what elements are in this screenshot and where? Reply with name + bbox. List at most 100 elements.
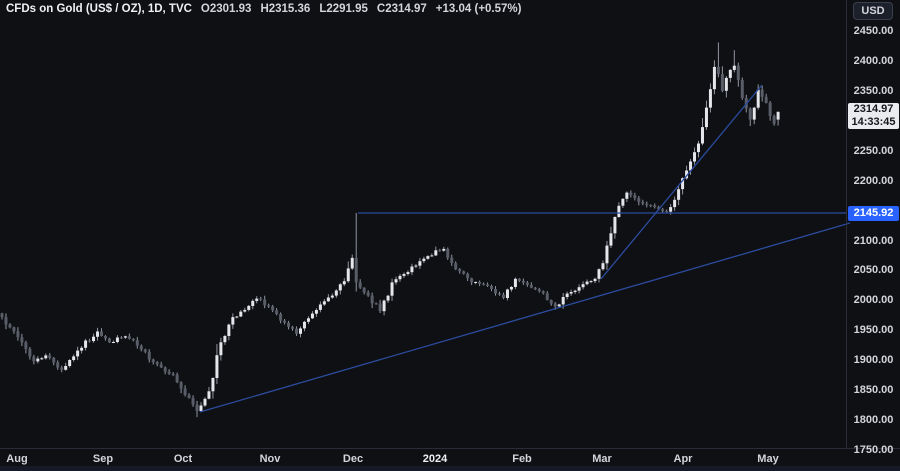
- candle[interactable]: [577, 287, 581, 291]
- candle[interactable]: [48, 355, 52, 358]
- candle[interactable]: [541, 291, 545, 294]
- candle[interactable]: [235, 316, 239, 318]
- candle[interactable]: [625, 192, 629, 199]
- candle[interactable]: [131, 338, 135, 341]
- candle[interactable]: [740, 80, 744, 98]
- candle[interactable]: [139, 345, 143, 350]
- candle[interactable]: [410, 266, 414, 273]
- candle[interactable]: [585, 281, 589, 285]
- candle[interactable]: [529, 284, 533, 288]
- candle[interactable]: [458, 269, 462, 272]
- candle[interactable]: [223, 336, 227, 343]
- candle[interactable]: [434, 250, 438, 256]
- candle[interactable]: [183, 388, 187, 395]
- candle[interactable]: [147, 351, 151, 360]
- candle[interactable]: [525, 282, 529, 285]
- candle[interactable]: [462, 271, 466, 274]
- candle[interactable]: [195, 404, 199, 412]
- candle[interactable]: [494, 289, 498, 294]
- candle[interactable]: [84, 340, 88, 348]
- candle[interactable]: [768, 102, 772, 116]
- candle[interactable]: [776, 111, 780, 120]
- candle[interactable]: [557, 304, 561, 307]
- candle[interactable]: [358, 282, 362, 288]
- candle[interactable]: [0, 313, 4, 318]
- candle[interactable]: [474, 282, 478, 283]
- candle[interactable]: [394, 279, 398, 283]
- candle[interactable]: [72, 356, 76, 360]
- candle[interactable]: [736, 65, 740, 80]
- candle[interactable]: [127, 336, 131, 339]
- candle[interactable]: [478, 282, 482, 284]
- candle[interactable]: [617, 205, 621, 217]
- candle[interactable]: [283, 320, 287, 323]
- candle[interactable]: [406, 272, 410, 274]
- candle[interactable]: [374, 303, 378, 305]
- candle[interactable]: [649, 205, 653, 207]
- candle[interactable]: [446, 248, 450, 258]
- candle[interactable]: [772, 116, 776, 124]
- candle[interactable]: [135, 340, 139, 346]
- candle[interactable]: [159, 364, 163, 368]
- candle[interactable]: [354, 257, 358, 283]
- candle[interactable]: [533, 287, 537, 290]
- candle[interactable]: [697, 143, 700, 153]
- candle[interactable]: [501, 294, 505, 298]
- candle[interactable]: [44, 355, 48, 359]
- candle[interactable]: [56, 362, 60, 368]
- candle[interactable]: [251, 300, 255, 306]
- candle[interactable]: [107, 338, 111, 343]
- candle[interactable]: [151, 359, 155, 363]
- candle[interactable]: [306, 318, 310, 322]
- candle[interactable]: [545, 293, 549, 300]
- candle[interactable]: [454, 263, 458, 270]
- candle[interactable]: [115, 337, 119, 343]
- candle[interactable]: [203, 398, 207, 406]
- price-axis[interactable]: 2450.002400.002350.002300.002250.002200.…: [847, 0, 900, 466]
- candle[interactable]: [450, 257, 454, 263]
- time-axis[interactable]: Aug Sep Oct Nov Dec 2024 Feb Mar Apr May: [0, 448, 847, 466]
- candle[interactable]: [28, 348, 32, 357]
- candle[interactable]: [227, 324, 231, 336]
- candle[interactable]: [370, 295, 374, 304]
- candle[interactable]: [708, 89, 712, 108]
- candle[interactable]: [279, 313, 283, 321]
- candle[interactable]: [219, 342, 223, 356]
- candle[interactable]: [187, 394, 191, 398]
- candle[interactable]: [231, 317, 235, 325]
- candle[interactable]: [426, 256, 430, 259]
- candle[interactable]: [68, 360, 72, 366]
- candle[interactable]: [163, 367, 167, 372]
- candle[interactable]: [350, 257, 354, 269]
- candle[interactable]: [259, 298, 263, 300]
- candle[interactable]: [291, 326, 295, 329]
- candle[interactable]: [16, 331, 20, 338]
- candle[interactable]: [509, 287, 513, 290]
- candle[interactable]: [653, 205, 657, 208]
- candle[interactable]: [700, 127, 704, 144]
- candle[interactable]: [175, 374, 179, 383]
- candle[interactable]: [398, 275, 402, 280]
- candle[interactable]: [12, 327, 16, 332]
- candle[interactable]: [143, 349, 147, 352]
- candle[interactable]: [207, 391, 211, 399]
- candle[interactable]: [271, 306, 275, 311]
- candle[interactable]: [537, 289, 541, 292]
- candle[interactable]: [211, 378, 215, 392]
- candle[interactable]: [314, 310, 318, 314]
- candle[interactable]: [641, 202, 645, 204]
- candle[interactable]: [513, 278, 517, 287]
- candle[interactable]: [414, 265, 418, 267]
- candle[interactable]: [661, 209, 665, 212]
- candle[interactable]: [605, 245, 609, 264]
- candle[interactable]: [732, 65, 736, 70]
- candle[interactable]: [569, 292, 573, 294]
- candle[interactable]: [418, 261, 422, 266]
- candle[interactable]: [322, 301, 326, 305]
- candle[interactable]: [267, 305, 271, 307]
- candle[interactable]: [247, 305, 251, 310]
- candle[interactable]: [756, 89, 760, 108]
- candle[interactable]: [601, 263, 605, 270]
- trendline-long-ascending-support[interactable]: [199, 222, 851, 413]
